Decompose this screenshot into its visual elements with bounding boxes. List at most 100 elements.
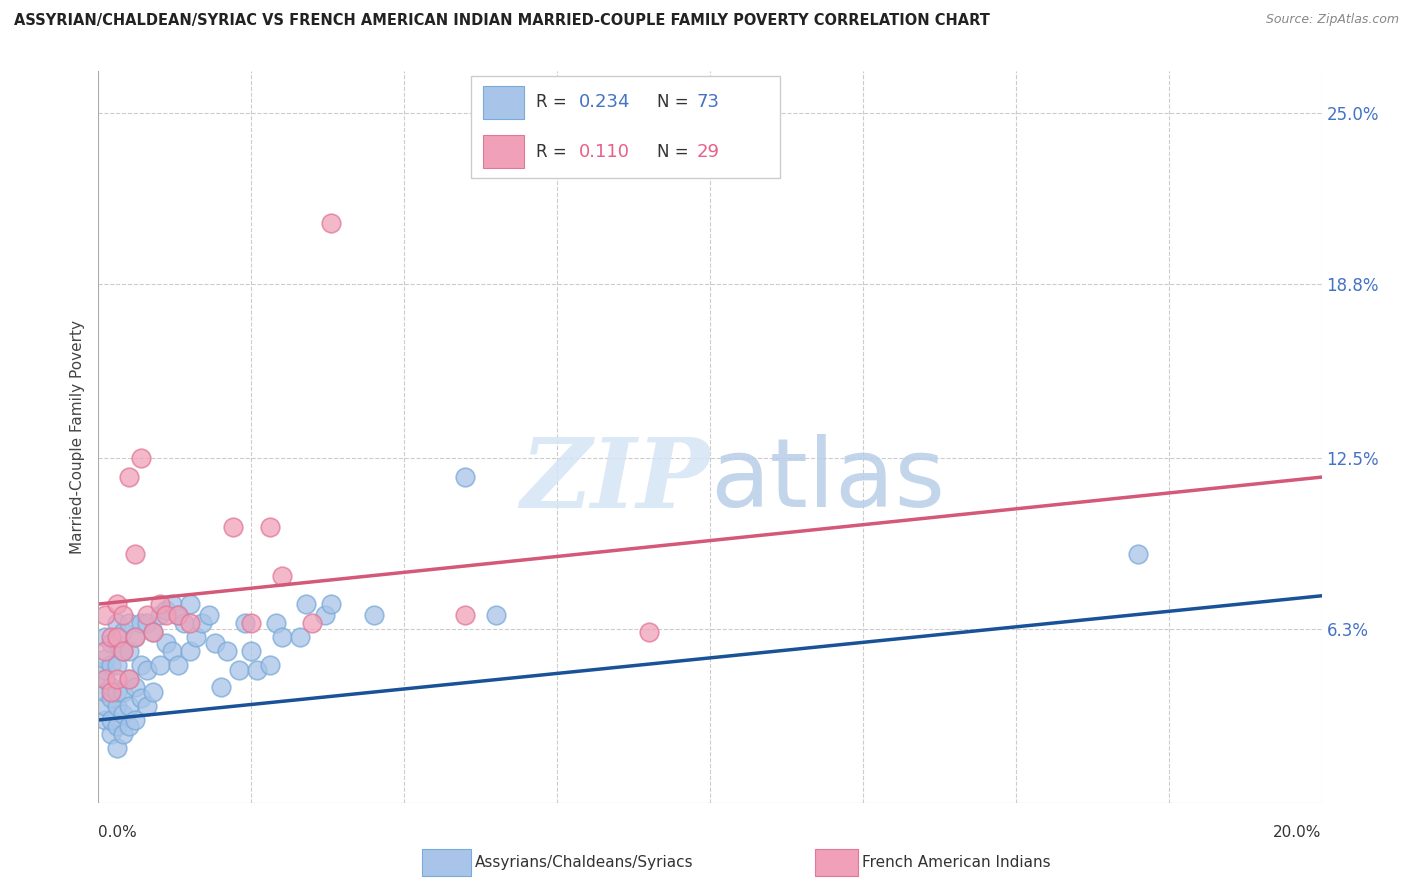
Point [142, 685, 165, 699]
FancyBboxPatch shape [484, 136, 523, 168]
Point [136, 608, 159, 623]
Point [93, 685, 115, 699]
Point [129, 450, 152, 465]
Point [129, 657, 152, 672]
Y-axis label: Married-Couple Family Poverty: Married-Couple Family Poverty [70, 320, 86, 554]
Point [319, 597, 342, 611]
Point [160, 597, 183, 611]
Point [167, 608, 190, 623]
Point [270, 569, 292, 583]
Point [100, 685, 122, 699]
Point [142, 624, 165, 639]
Point [136, 699, 159, 714]
Point [454, 470, 477, 484]
Point [485, 608, 508, 623]
FancyBboxPatch shape [484, 87, 523, 119]
Point [100, 636, 122, 650]
Point [111, 624, 134, 639]
Point [93, 699, 115, 714]
Point [118, 470, 141, 484]
Point [100, 690, 122, 705]
Text: 29: 29 [697, 143, 720, 161]
Point [222, 520, 245, 534]
Point [124, 680, 146, 694]
Point [197, 608, 219, 623]
Point [167, 657, 190, 672]
Point [173, 616, 195, 631]
Point [105, 740, 128, 755]
Text: 0.234: 0.234 [579, 94, 631, 112]
Text: 0.110: 0.110 [579, 143, 630, 161]
Point [155, 608, 177, 623]
Point [233, 616, 256, 631]
Point [105, 636, 128, 650]
Point [124, 713, 146, 727]
Point [118, 616, 141, 631]
Point [264, 616, 287, 631]
Point [100, 630, 122, 644]
Point [105, 616, 128, 631]
Text: R =: R = [536, 143, 572, 161]
Point [111, 644, 134, 658]
Point [124, 630, 146, 644]
Point [637, 624, 661, 639]
Point [259, 657, 281, 672]
Point [228, 663, 250, 677]
Point [100, 713, 122, 727]
Point [124, 548, 146, 562]
Point [179, 616, 201, 631]
Point [160, 644, 183, 658]
Point [301, 616, 323, 631]
Point [105, 630, 128, 644]
Text: 73: 73 [697, 94, 720, 112]
Point [136, 663, 159, 677]
Point [93, 663, 115, 677]
Point [105, 699, 128, 714]
Text: R =: R = [536, 94, 572, 112]
Point [93, 608, 115, 623]
Point [111, 608, 134, 623]
Text: 0.0%: 0.0% [98, 825, 138, 840]
Point [118, 672, 141, 686]
Point [290, 630, 312, 644]
Point [124, 630, 146, 644]
FancyBboxPatch shape [471, 76, 780, 178]
Text: Assyrians/Chaldeans/Syriacs: Assyrians/Chaldeans/Syriacs [475, 855, 693, 870]
Point [118, 699, 141, 714]
Point [155, 602, 177, 616]
Text: N =: N = [657, 94, 693, 112]
Point [240, 644, 263, 658]
Point [149, 597, 172, 611]
Point [118, 718, 141, 732]
Point [111, 685, 134, 699]
Point [259, 520, 281, 534]
Point [105, 657, 128, 672]
Point [186, 630, 208, 644]
Point [100, 727, 122, 741]
Text: N =: N = [657, 143, 693, 161]
Point [136, 616, 159, 631]
Point [111, 727, 134, 741]
Point [454, 608, 477, 623]
Point [363, 608, 385, 623]
Point [93, 672, 115, 686]
Point [167, 608, 190, 623]
Point [93, 644, 115, 658]
Point [93, 713, 115, 727]
Point [129, 690, 152, 705]
Point [209, 680, 232, 694]
Text: French American Indians: French American Indians [862, 855, 1050, 870]
Point [105, 718, 128, 732]
Point [100, 657, 122, 672]
Point [319, 216, 342, 230]
Text: ASSYRIAN/CHALDEAN/SYRIAC VS FRENCH AMERICAN INDIAN MARRIED-COUPLE FAMILY POVERTY: ASSYRIAN/CHALDEAN/SYRIAC VS FRENCH AMERI… [14, 13, 990, 29]
Point [93, 652, 115, 666]
Point [1128, 548, 1150, 562]
Point [93, 672, 115, 686]
Point [118, 672, 141, 686]
Point [314, 608, 336, 623]
Point [105, 672, 128, 686]
Point [149, 657, 172, 672]
Text: 20.0%: 20.0% [1274, 825, 1322, 840]
Point [191, 616, 214, 631]
